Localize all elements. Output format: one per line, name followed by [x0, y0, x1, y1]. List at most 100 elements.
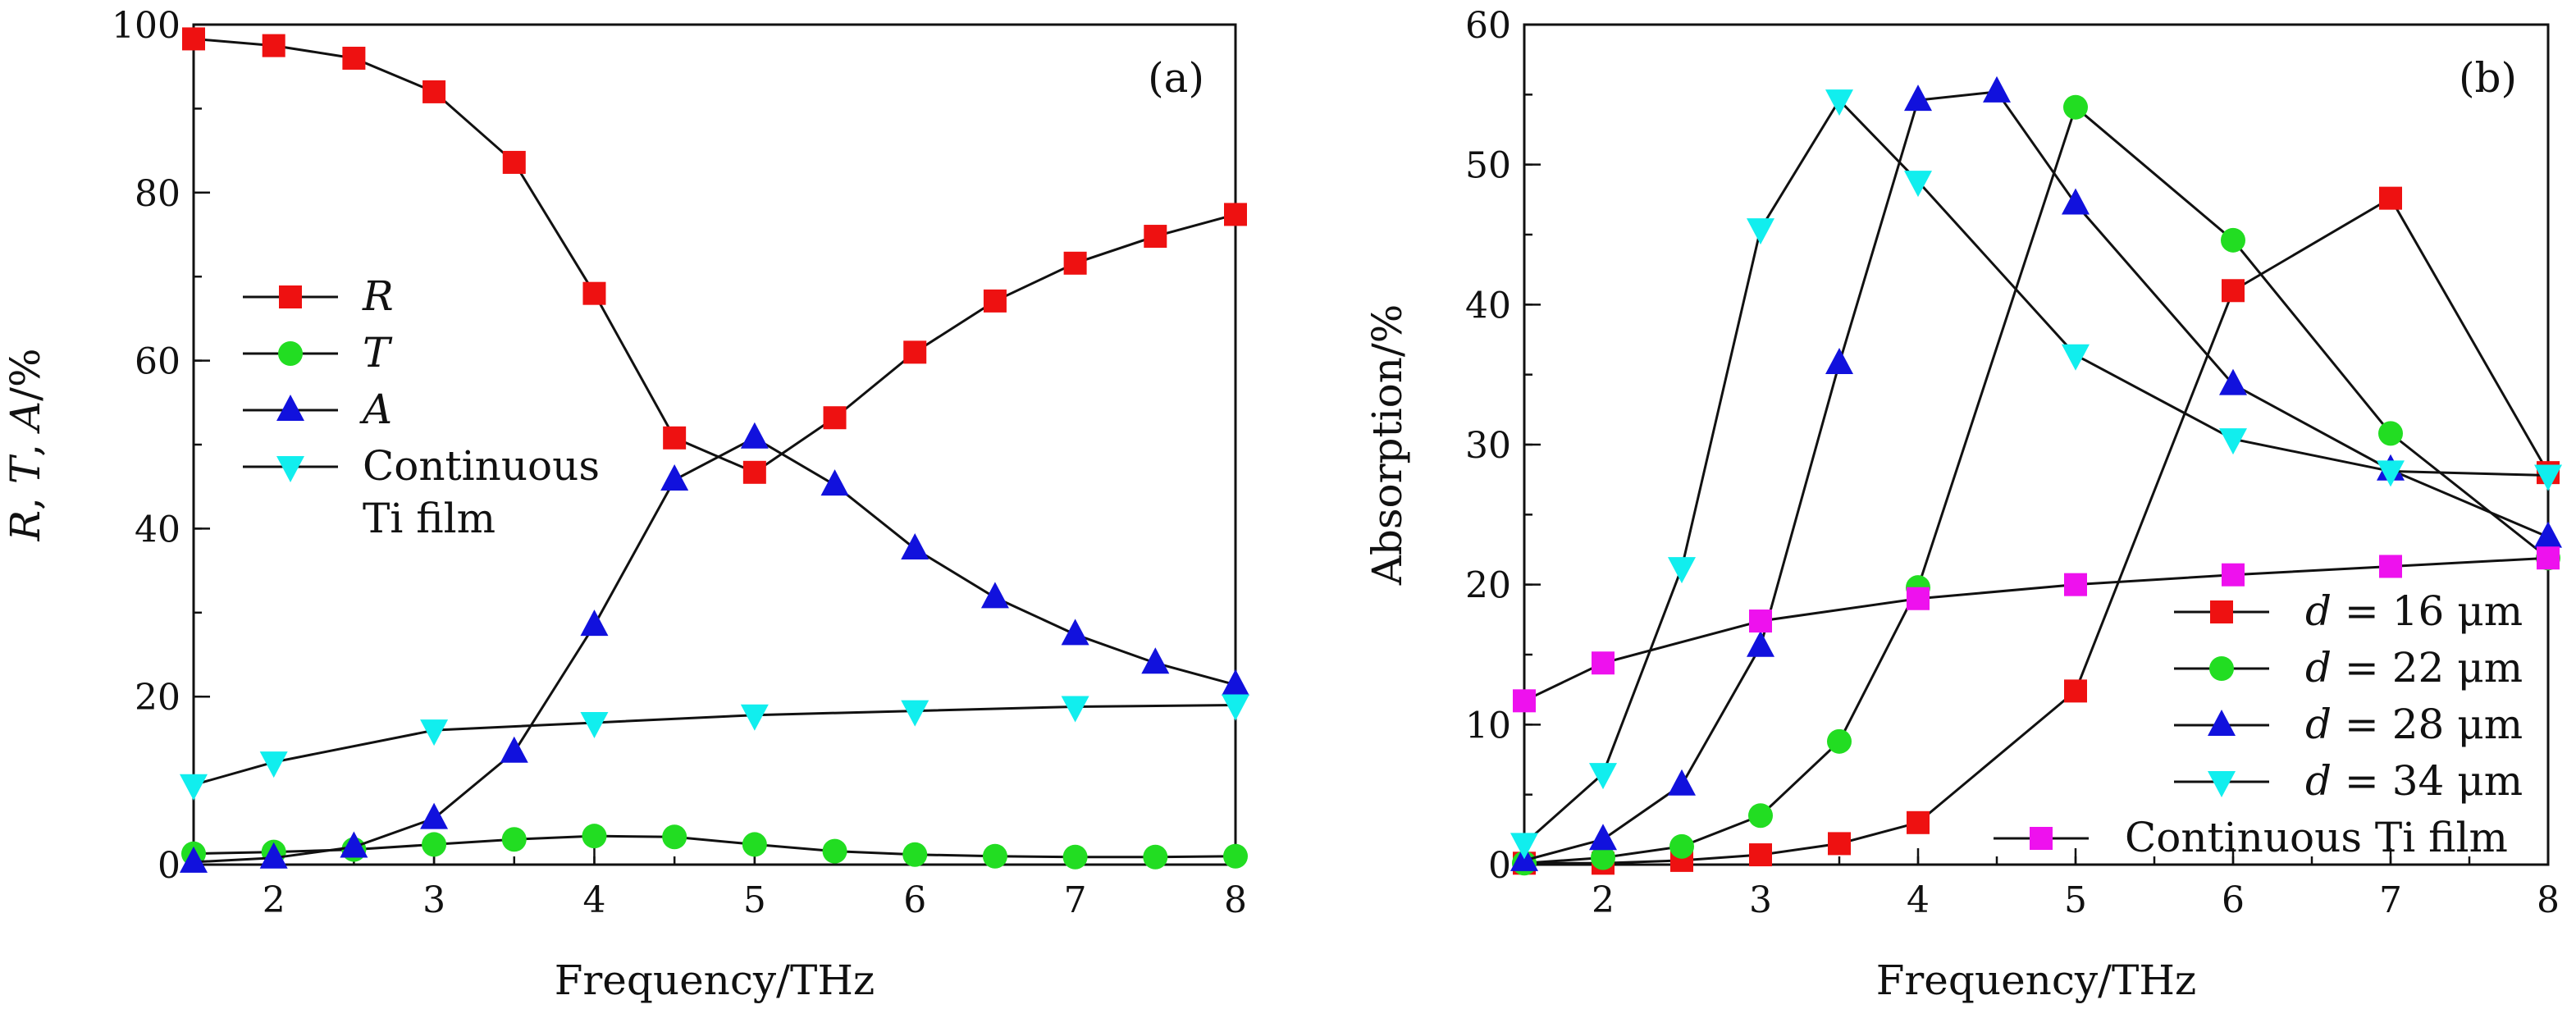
data-point: [1061, 619, 1089, 646]
x-axis-label: Frequency/THz: [555, 956, 875, 1004]
data-point: [1747, 218, 1774, 245]
series-1: [1513, 186, 2560, 875]
legend-label: T: [363, 329, 393, 377]
data-point: [1749, 610, 1772, 633]
data-point: [983, 289, 1007, 313]
data-point: [820, 469, 849, 496]
data-point: [259, 751, 288, 778]
y-tick-label: 30: [1465, 425, 1511, 467]
panel-label: (b): [2459, 54, 2517, 102]
data-point: [1904, 171, 1932, 198]
data-point: [1063, 251, 1087, 275]
data-point: [1828, 832, 1851, 856]
data-point: [1668, 769, 1696, 796]
series-line: [1523, 98, 2549, 845]
y-tick-label: 40: [1465, 285, 1511, 326]
y-tick-label: 60: [135, 341, 180, 383]
data-point: [822, 838, 847, 864]
data-point: [422, 832, 447, 857]
data-point: [982, 843, 1007, 869]
data-point: [1223, 843, 1248, 869]
data-point: [660, 464, 689, 491]
data-point: [2222, 279, 2245, 303]
legend-label-value: = 22 μm: [2332, 644, 2523, 692]
data-point: [501, 827, 527, 852]
data-point: [2064, 573, 2087, 596]
series-line: [193, 37, 1236, 474]
legend-entry: Continuous Ti film: [243, 442, 600, 542]
legend-label: A: [359, 386, 392, 433]
legend-label-value: = 16 μm: [2332, 587, 2523, 635]
data-point: [2063, 94, 2088, 120]
data-point: [1747, 630, 1774, 657]
legend-entry: d = 28 μm: [2174, 701, 2523, 748]
x-tick-label: 7: [1064, 879, 1087, 921]
data-point: [1904, 84, 1932, 112]
data-point: [2537, 546, 2560, 570]
legend: d = 16 μmd = 22 μmd = 28 μmd = 34 μmCont…: [1994, 587, 2523, 861]
series-5: [1513, 546, 2560, 713]
y-tick-label: 20: [135, 677, 180, 719]
data-point: [901, 700, 929, 727]
data-point: [2534, 464, 2562, 491]
x-axis-label: Frequency/THz: [1876, 956, 2197, 1004]
data-point: [2379, 555, 2402, 578]
y-axis-label-part: T: [2, 454, 49, 484]
y-axis-label-part: A: [2, 401, 49, 434]
x-tick-label: 5: [743, 879, 766, 921]
data-point: [663, 426, 687, 450]
x-tick-label: 5: [2064, 879, 2087, 921]
y-axis-label: R, T, A/%: [2, 348, 49, 541]
data-point: [823, 406, 847, 430]
series-line: [1523, 105, 2549, 865]
y-axis-label-part: /%: [2, 348, 49, 400]
data-point: [420, 802, 449, 829]
data-point: [1668, 557, 1696, 584]
data-point: [582, 281, 606, 305]
legend-marker: [2208, 710, 2236, 736]
series-1: [182, 27, 1247, 484]
legend-marker: [279, 285, 302, 308]
legend-marker: [276, 395, 304, 421]
x-tick-label: 2: [1592, 879, 1615, 921]
data-point: [1510, 833, 1538, 860]
plot-frame: [192, 23, 1237, 866]
legend-entry: T: [243, 329, 393, 377]
panel-b: 2 3 4 5 6 7 8 0 10 20 30 40 50 60 Frequency/THz Absorpt…: [1363, 5, 2562, 1004]
legend-marker: [2210, 600, 2233, 623]
legend-entry: d = 16 μm: [2174, 587, 2523, 635]
data-point: [1592, 651, 1615, 675]
data-point: [580, 711, 609, 738]
legend-entry: Continuous Ti film: [1994, 814, 2508, 861]
data-point: [1224, 203, 1247, 226]
legend-label: R: [362, 272, 394, 320]
y-tick-label: 40: [135, 509, 180, 550]
data-point: [2064, 679, 2087, 703]
data-point: [742, 460, 766, 484]
legend-marker: [276, 456, 304, 482]
data-point: [2219, 368, 2247, 395]
legend-marker: [278, 341, 303, 366]
x-tick-label: 8: [2537, 879, 2560, 921]
legend-label: d = 22 μm: [2305, 644, 2523, 692]
legend-entry: R: [243, 272, 394, 320]
y-tick-label: 10: [1465, 705, 1511, 746]
y-axis-label-part: ,: [2, 431, 49, 457]
y-axis-label: Absorption/%: [1363, 304, 1411, 587]
data-point: [1591, 845, 1615, 870]
data-point: [903, 340, 927, 364]
data-point: [180, 774, 208, 801]
panel-label: (a): [1148, 54, 1204, 102]
legend: RTA Continuous Ti film: [243, 272, 600, 542]
data-point: [740, 704, 769, 731]
series-3: [1510, 75, 2562, 871]
data-point: [2219, 428, 2247, 455]
series-line: [193, 834, 1236, 859]
data-point: [2377, 460, 2405, 487]
legend-label: Ti film: [363, 495, 496, 542]
x-tick-label: 8: [1224, 879, 1247, 921]
data-point: [1825, 89, 1853, 116]
legend-label-var: d: [2305, 757, 2332, 805]
x-tick-label: 7: [2379, 879, 2402, 921]
